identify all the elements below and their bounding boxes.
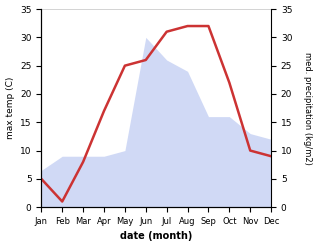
X-axis label: date (month): date (month) [120, 231, 192, 242]
Y-axis label: med. precipitation (kg/m2): med. precipitation (kg/m2) [303, 52, 313, 165]
Y-axis label: max temp (C): max temp (C) [5, 77, 15, 139]
